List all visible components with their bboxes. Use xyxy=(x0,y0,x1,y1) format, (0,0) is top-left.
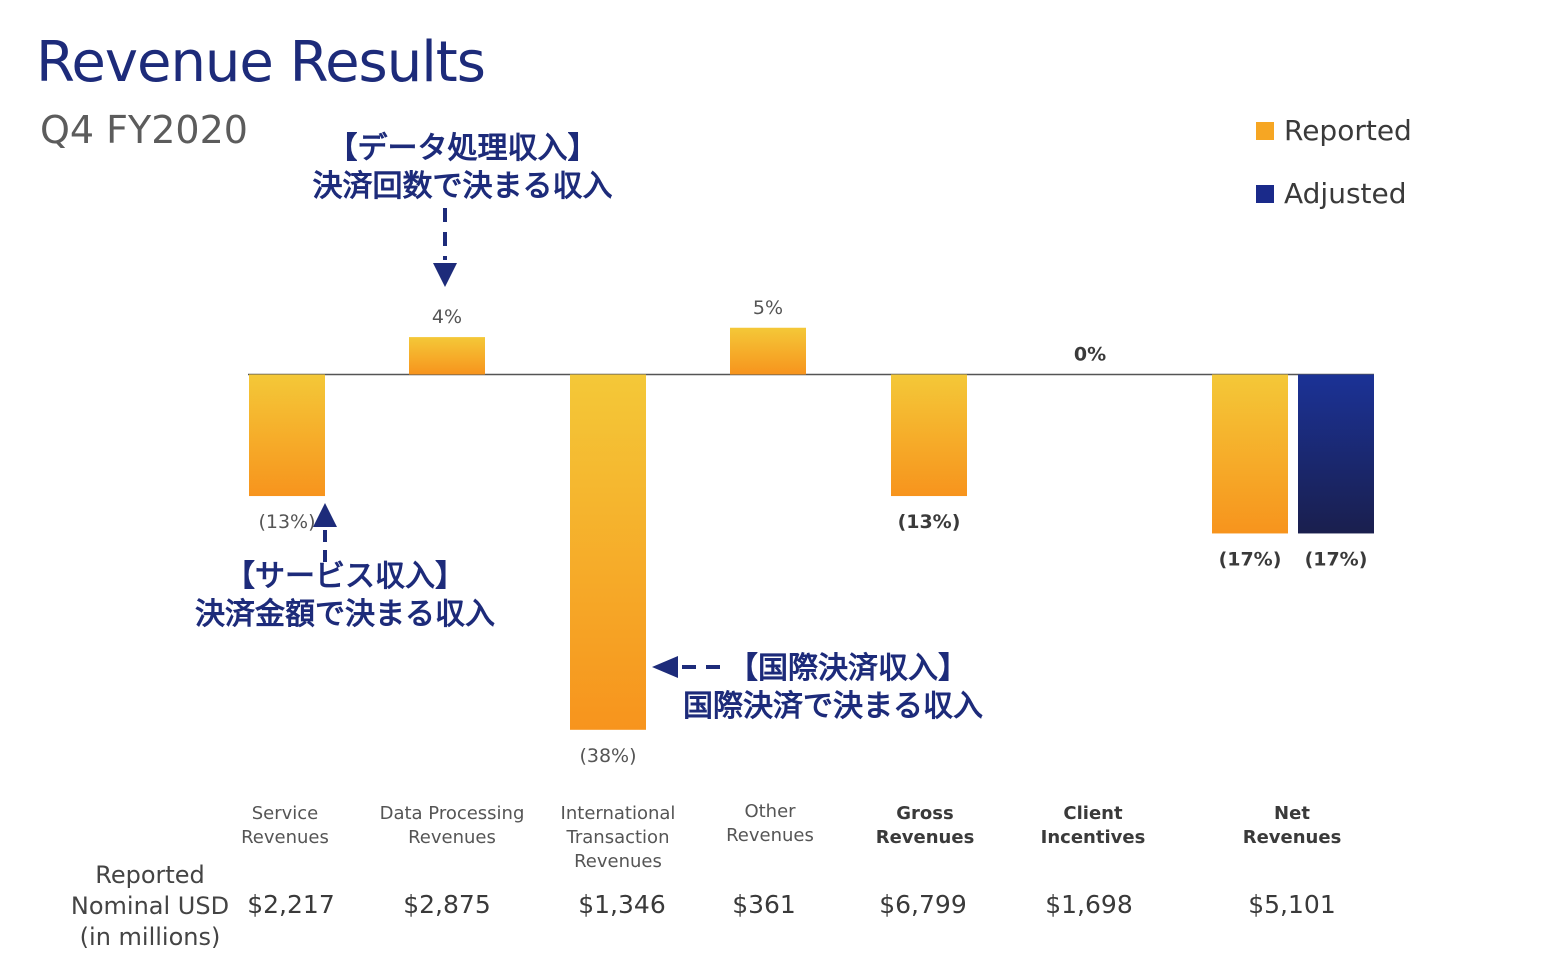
nominal-value-2: $1,346 xyxy=(578,890,666,919)
bar-reported-6 xyxy=(1212,374,1288,534)
row-label-line1: Reported xyxy=(95,861,205,889)
nominal-value-5: $1,698 xyxy=(1045,890,1133,919)
nominal-value-3: $361 xyxy=(732,890,796,919)
nominal-value-0: $2,217 xyxy=(247,890,335,919)
category-label-2-line-1: Transaction xyxy=(566,827,670,848)
bar-group xyxy=(249,327,1374,730)
category-label-4-line-1: Revenues xyxy=(875,827,975,848)
international-arrow xyxy=(652,656,730,678)
bar-reported-2 xyxy=(570,374,646,730)
category-label-0-line-0: Service xyxy=(251,803,319,824)
legend-reported-label: Reported xyxy=(1284,114,1412,147)
bar-reported-0 xyxy=(249,374,325,497)
bar-label-reported-2: (38%) xyxy=(579,745,636,767)
category-label-3: Other Revenues xyxy=(680,800,860,848)
bar-label-reported-5: 0% xyxy=(1074,344,1106,366)
bar-label-reported-3: 5% xyxy=(753,297,783,319)
data-processing-annotation: 【データ処理収入】 決済回数で決まる収入 xyxy=(300,130,625,206)
category-label-6-line-0: Net xyxy=(1274,803,1310,824)
category-label-6: Net Revenues xyxy=(1202,802,1382,850)
bar-label-reported-1: 4% xyxy=(432,306,462,328)
category-label-5-line-1: Incentives xyxy=(1040,827,1146,848)
page-title: Revenue Results xyxy=(36,30,486,95)
category-label-1-line-0: Data Processing xyxy=(379,803,525,824)
category-label-4-line-0: Gross xyxy=(896,803,954,824)
data-processing-annotation-line1: 【データ処理収入】 xyxy=(327,131,598,166)
category-label-1: Data Processing Revenues xyxy=(362,802,542,850)
legend-adjusted: Adjusted xyxy=(1256,177,1407,210)
category-label-3-line-0: Other xyxy=(744,801,796,822)
category-label-4: Gross Revenues xyxy=(835,802,1015,850)
bar-label-adjusted-6: (17%) xyxy=(1305,548,1368,570)
legend-reported: Reported xyxy=(1256,114,1412,147)
legend-reported-swatch xyxy=(1256,121,1274,140)
nominal-value-4: $6,799 xyxy=(879,890,967,919)
legend-adjusted-swatch xyxy=(1256,184,1274,203)
bar-label-reported-6: (17%) xyxy=(1219,548,1282,570)
bar-label-reported-4: (13%) xyxy=(898,511,961,533)
bar-reported-4 xyxy=(891,374,967,497)
bar-label-group: (13%) 4% (38%) 5% (13%) 0% (17%) (17%) xyxy=(258,297,1367,767)
service-annotation-line2: 決済金額で決まる収入 xyxy=(195,597,495,632)
bar-reported-1 xyxy=(409,337,485,375)
bar-label-reported-0: (13%) xyxy=(258,511,315,533)
nominal-value-6: $5,101 xyxy=(1248,890,1336,919)
category-label-5-line-0: Client xyxy=(1063,803,1123,824)
service-annotation: 【サービス収入】 決済金額で決まる収入 xyxy=(180,558,510,634)
row-label-line2: Nominal USD xyxy=(70,892,230,920)
category-label-6-line-1: Revenues xyxy=(1242,827,1342,848)
category-label-2-line-2: Revenues xyxy=(574,851,662,872)
category-label-0: Service Revenues xyxy=(195,802,375,850)
category-label-2-line-0: International xyxy=(560,803,676,824)
legend-adjusted-label: Adjusted xyxy=(1284,177,1407,210)
service-arrow xyxy=(313,503,337,568)
bar-reported-3 xyxy=(730,327,806,375)
international-annotation: 【国際決済収入】 国際決済で決まる収入 xyxy=(683,650,983,726)
nominal-value-1: $2,875 xyxy=(403,890,491,919)
category-label-1-line-1: Revenues xyxy=(408,827,496,848)
bar-adjusted-6 xyxy=(1298,374,1374,534)
row-label-line3: (in millions) xyxy=(79,923,221,951)
data-processing-arrow xyxy=(433,208,457,287)
international-annotation-line1: 【国際決済収入】 xyxy=(728,651,968,686)
service-annotation-line1: 【サービス収入】 xyxy=(225,559,465,594)
table-row-label: Reported Nominal USD (in millions) xyxy=(60,860,240,953)
category-label-3-line-1: Revenues xyxy=(726,825,814,846)
page-subtitle: Q4 FY2020 xyxy=(40,108,248,152)
category-label-5: Client Incentives xyxy=(1003,802,1183,850)
international-annotation-line2: 国際決済で決まる収入 xyxy=(683,689,983,724)
data-processing-annotation-line2: 決済回数で決まる収入 xyxy=(312,169,613,204)
category-label-2: International Transaction Revenues xyxy=(528,802,708,874)
category-label-0-line-1: Revenues xyxy=(241,827,329,848)
